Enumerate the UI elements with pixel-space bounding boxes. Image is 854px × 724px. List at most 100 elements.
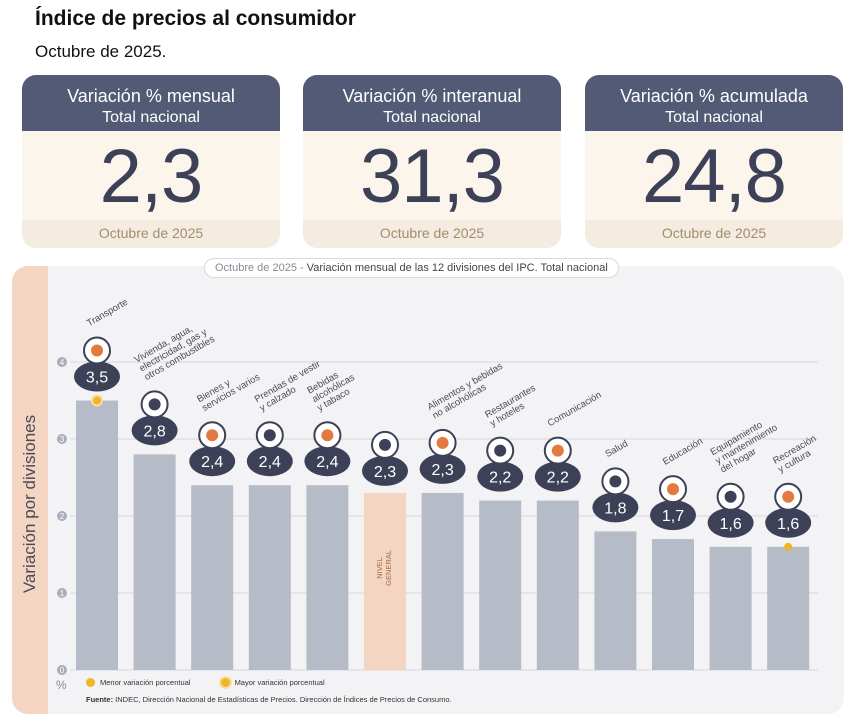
legend-min: Menor variación porcentual xyxy=(86,678,190,687)
value-label-8: 2,2 xyxy=(547,470,569,487)
grocery-basket-icon xyxy=(371,430,399,459)
y-tick-marker-4 xyxy=(57,357,67,367)
y-tick-label-4: 4 xyxy=(60,358,65,367)
cutlery-icon xyxy=(486,436,515,465)
value-label-5: 2,3 xyxy=(374,464,396,481)
page-title: Índice de precios al consumidor xyxy=(35,7,356,30)
value-label-4: 2,4 xyxy=(316,454,338,471)
books-icon xyxy=(659,475,687,504)
source-text: INDEC, Dirección Nacional de Estadística… xyxy=(113,695,452,704)
category-label-1: Vivienda, agua,electricidad, gas yotros … xyxy=(133,316,217,383)
chart-caption-text: Variación mensual de las 12 divisiones d… xyxy=(306,262,608,274)
bar-4 xyxy=(306,485,349,670)
y-tick-marker-0 xyxy=(57,665,67,675)
value-label-11: 1,6 xyxy=(719,516,741,533)
value-badge-4 xyxy=(304,446,351,477)
bar-12 xyxy=(767,546,810,670)
y-tick-label-1: 1 xyxy=(60,589,65,598)
value-badge-8 xyxy=(534,461,581,492)
scissors-comb-icon xyxy=(198,421,227,450)
card-cumulative: Variación % acumulada Total nacional 24,… xyxy=(585,75,843,248)
y-tick-marker-1 xyxy=(57,588,67,598)
value-label-2: 2,4 xyxy=(201,454,223,471)
bar-inner-label-5-1: GENERAL xyxy=(384,550,393,586)
card-cumulative-date: Octubre de 2025 xyxy=(585,220,843,248)
chart-legend: Menor variación porcentual Mayor variaci… xyxy=(86,678,353,689)
chart-side-band xyxy=(12,266,48,714)
card-annual-header: Variación % interanual Total nacional xyxy=(303,75,561,131)
value-label-3: 2,4 xyxy=(259,454,281,471)
y-tick-marker-3 xyxy=(57,434,67,444)
value-label-12: 1,6 xyxy=(777,516,799,533)
card-monthly-value: 2,3 xyxy=(99,134,204,219)
value-badge-6 xyxy=(419,453,466,484)
category-label-12: Recreacióny cultura xyxy=(771,433,823,475)
chart-source: Fuente: INDEC, Dirección Nacional de Est… xyxy=(86,695,452,704)
value-label-0: 3,5 xyxy=(86,370,108,387)
card-cumulative-body: 24,8 Octubre de 2025 xyxy=(585,131,843,248)
value-badge-5 xyxy=(362,455,408,486)
card-monthly-body: 2,3 Octubre de 2025 xyxy=(22,131,280,248)
card-monthly-date: Octubre de 2025 xyxy=(22,220,280,248)
card-annual-date: Octubre de 2025 xyxy=(303,220,561,248)
bar-10 xyxy=(652,539,694,670)
card-annual-label: Variación % interanual xyxy=(342,86,522,106)
card-monthly-sub: Total nacional xyxy=(102,109,200,126)
value-label-6: 2,3 xyxy=(431,462,453,479)
home-appliance-icon xyxy=(716,482,745,511)
source-prefix: Fuente: xyxy=(86,695,114,704)
card-annual: Variación % interanual Total nacional 31… xyxy=(303,75,561,248)
page-subtitle: Octubre de 2025. xyxy=(35,42,167,61)
bar-1 xyxy=(133,454,176,670)
card-annual-sub: Total nacional xyxy=(383,109,481,126)
value-badge-3 xyxy=(246,446,293,477)
bar-8 xyxy=(536,500,579,670)
bar-5 xyxy=(364,492,406,670)
bar-3 xyxy=(248,485,291,670)
card-cumulative-sub: Total nacional xyxy=(665,109,763,126)
legend-min-marker-icon xyxy=(86,678,95,687)
food-plate-icon xyxy=(428,428,457,457)
house-utilities-icon xyxy=(140,390,169,419)
bar-6 xyxy=(421,492,464,670)
value-badge-11 xyxy=(707,507,754,538)
value-badge-10 xyxy=(650,500,696,531)
unit-label: % xyxy=(56,678,67,692)
card-annual-value: 31,3 xyxy=(360,134,505,219)
bottle-glass-icon xyxy=(313,421,342,450)
car-icon xyxy=(83,336,111,365)
category-label-7: Restaurantesy hoteles xyxy=(483,383,543,430)
card-cumulative-label: Variación % acumulada xyxy=(620,86,808,106)
value-label-1: 2,8 xyxy=(143,423,165,440)
bar-9 xyxy=(594,531,637,670)
value-label-7: 2,2 xyxy=(489,470,511,487)
value-badge-1 xyxy=(131,415,178,446)
health-cross-icon xyxy=(601,467,630,496)
bar-2 xyxy=(191,485,234,670)
y-tick-label-3: 3 xyxy=(60,435,65,444)
card-cumulative-value: 24,8 xyxy=(642,134,787,219)
chart-caption-prefix: Octubre de 2025 - xyxy=(215,262,307,274)
bar-7 xyxy=(479,500,522,670)
card-monthly-label: Variación % mensual xyxy=(67,86,235,106)
category-label-10: Educación xyxy=(661,436,705,468)
value-label-10: 1,7 xyxy=(662,508,684,525)
value-badge-7 xyxy=(477,461,524,492)
y-tick-label-2: 2 xyxy=(60,512,65,521)
legend-max: Mayor variación porcentual xyxy=(220,678,325,687)
legend-max-marker-icon xyxy=(220,678,230,687)
bar-0 xyxy=(76,400,118,670)
category-label-9: Salud xyxy=(603,438,630,460)
bar-inner-label-5-0: NIVEL xyxy=(375,557,384,579)
max-marker xyxy=(93,396,101,405)
value-badge-2 xyxy=(189,446,236,477)
chart-caption: Octubre de 2025 - Variación mensual de l… xyxy=(204,258,619,278)
value-badge-0 xyxy=(74,361,120,392)
value-label-9: 1,8 xyxy=(604,500,626,517)
phone-icon xyxy=(543,436,572,465)
card-monthly: Variación % mensual Total nacional 2,3 O… xyxy=(22,75,280,248)
min-marker xyxy=(784,542,793,551)
card-cumulative-header: Variación % acumulada Total nacional xyxy=(585,75,843,131)
value-badge-9 xyxy=(592,492,639,523)
